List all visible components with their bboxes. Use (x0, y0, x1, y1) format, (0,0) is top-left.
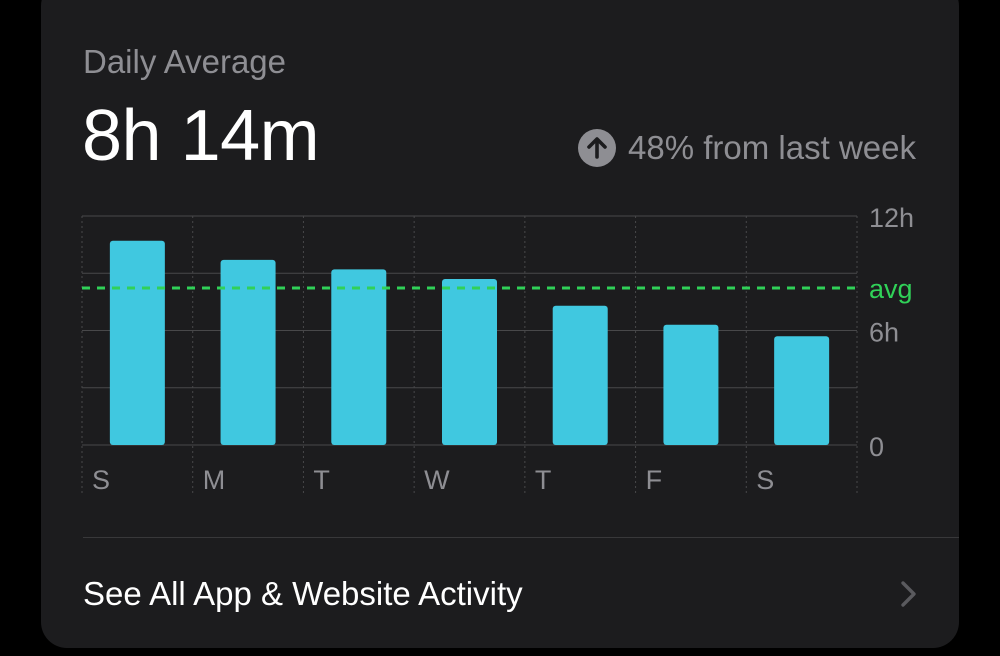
daily-average-label: Daily Average (83, 43, 287, 80)
see-all-activity-link[interactable]: See All App & Website Activity (83, 575, 523, 612)
average-label: avg (869, 274, 913, 304)
daily-average-value: 8h 14m (82, 96, 320, 176)
screen-time-card (41, 0, 959, 648)
weekly-change: 48% from last week (578, 126, 916, 170)
x-tick-label: S (756, 465, 774, 495)
x-tick-label: M (203, 465, 226, 495)
bar (220, 259, 276, 445)
chevron-right-icon[interactable] (897, 579, 921, 609)
y-tick-label: 0 (869, 432, 884, 462)
bar (663, 324, 719, 445)
x-tick-label: F (646, 465, 663, 495)
x-tick-label: W (424, 465, 450, 495)
bar (331, 269, 387, 445)
x-tick-label: S (92, 465, 110, 495)
x-tick-label: T (535, 465, 552, 495)
bar (109, 240, 165, 445)
x-tick-label: T (313, 465, 330, 495)
arrow-up-circle-icon (578, 129, 617, 167)
weekly-change-text: 48% from last week (628, 129, 916, 166)
bar (442, 278, 497, 445)
y-tick-label: 6h (869, 318, 899, 348)
divider (83, 537, 959, 538)
bar (552, 305, 608, 445)
y-tick-label: 12h (869, 203, 914, 233)
bar (774, 336, 830, 445)
